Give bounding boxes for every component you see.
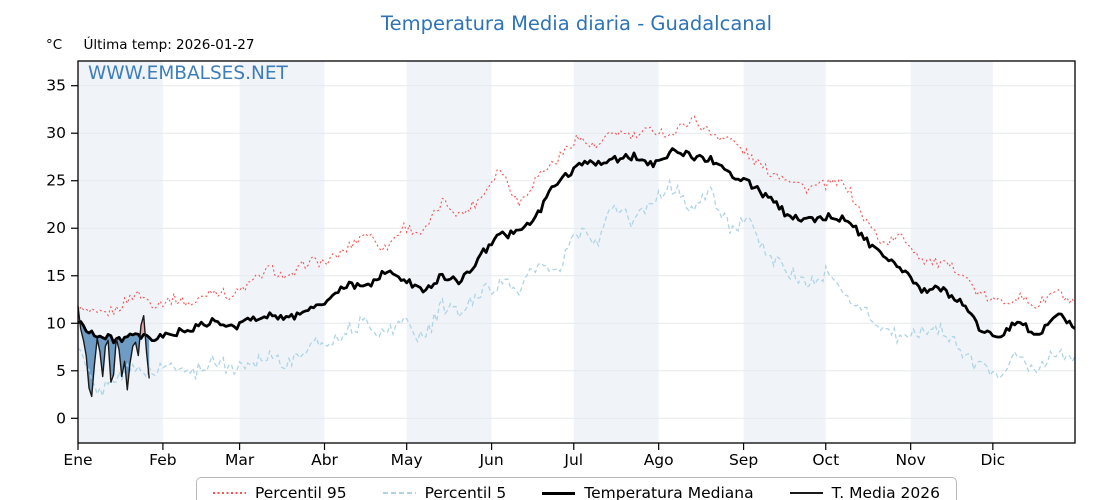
percentil95-line — [77, 115, 1076, 317]
mediana-line-sample — [542, 491, 576, 495]
legend-label: T. Media 2026 — [831, 484, 941, 500]
percentil95-line-sample — [212, 492, 246, 494]
y-tick-label: 25 — [46, 172, 66, 190]
chart-subheader: °C Última temp: 2026-01-27 — [46, 37, 255, 53]
legend-item-mediana: Temperatura Mediana — [542, 484, 754, 500]
legend-item-percentil-95: Percentil 95 — [212, 484, 347, 500]
y-tick-label: 35 — [46, 77, 66, 95]
legend-item-percentil-5: Percentil 5 — [382, 484, 507, 500]
chart-title: Temperatura Media diaria - Guadalcanal — [381, 12, 772, 35]
temperatura-mediana-line — [77, 147, 1076, 345]
legend-item-tmedia-2026: T. Media 2026 — [789, 484, 941, 500]
month-label: Jun — [478, 451, 503, 469]
month-label: Ago — [644, 451, 674, 469]
legend-label: Percentil 5 — [424, 484, 507, 500]
y-tick-label: 15 — [46, 267, 66, 285]
month-band — [743, 61, 826, 443]
tmedia2026-line-sample — [789, 492, 823, 494]
month-label: Mar — [225, 451, 255, 469]
last-temp-label: Última temp: 2026-01-27 — [83, 37, 255, 53]
month-band — [239, 61, 325, 443]
legend-box: Percentil 95 Percentil 5 Temperatura Med… — [195, 477, 958, 500]
month-label: Ene — [63, 451, 92, 469]
month-label: May — [391, 451, 423, 469]
y-tick-label: 10 — [46, 314, 66, 332]
month-label: Dic — [980, 451, 1005, 469]
month-label: Jul — [563, 451, 583, 469]
month-band — [573, 61, 659, 443]
tmedia-2026-line — [77, 306, 150, 398]
y-tick-label: 20 — [46, 219, 66, 237]
percentil5-line — [77, 178, 1076, 399]
legend-label: Temperatura Mediana — [584, 484, 754, 500]
plot-border — [77, 60, 1076, 444]
month-label: Abr — [311, 451, 338, 469]
legend-label: Percentil 95 — [254, 484, 347, 500]
month-label: Nov — [896, 451, 926, 469]
month-label: Oct — [812, 451, 839, 469]
month-label: Feb — [149, 451, 176, 469]
month-band — [910, 61, 993, 443]
month-label: Sep — [729, 451, 758, 469]
y-tick-label: 5 — [56, 362, 66, 380]
month-band — [406, 61, 492, 443]
watermark-text: WWW.EMBALSES.NET — [88, 63, 288, 84]
percentil5-line-sample — [382, 492, 416, 494]
legend-container: Percentil 95 Percentil 5 Temperatura Med… — [78, 477, 1075, 500]
y-axis-unit-label: °C — [46, 37, 63, 53]
y-tick-label: 30 — [46, 124, 66, 142]
y-tick-label: 0 — [56, 409, 66, 427]
